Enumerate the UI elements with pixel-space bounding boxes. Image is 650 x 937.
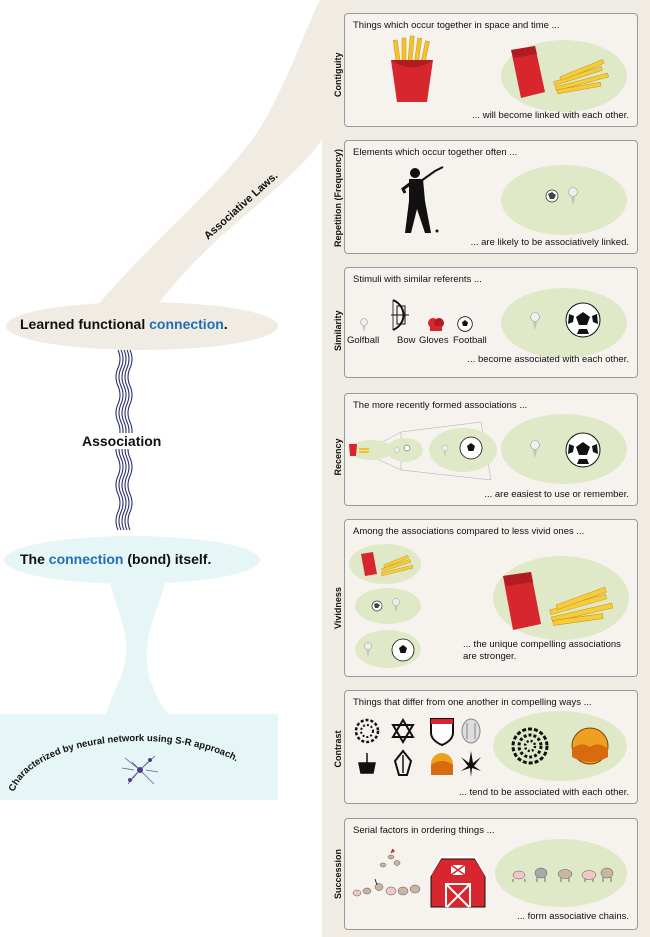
panel-label-contiguity: Contiguity: [333, 52, 343, 98]
panel-top-text: Among the associations compared to less …: [353, 526, 585, 537]
golfball-icon: [530, 312, 540, 329]
panel-label-similarity: Similarity: [333, 310, 343, 351]
bond-label: The connection (bond) itself.: [20, 551, 211, 567]
learned-connection-label: Learned functional connection.: [20, 316, 228, 332]
learned-prefix: Learned functional: [20, 316, 150, 332]
golfball-icon: [364, 642, 372, 656]
svg-text:Associative Laws.: Associative Laws.: [202, 170, 280, 242]
football-icon: [545, 189, 559, 203]
bond-suffix: (bond) itself.: [123, 551, 212, 567]
golfer-icon: [401, 166, 444, 233]
contrast-symbols: [354, 718, 481, 777]
football-icon: [371, 600, 383, 612]
oval: [501, 414, 627, 484]
panel-bottom-text: ... are easiest to use or remember.: [484, 489, 629, 500]
oval: [349, 544, 421, 584]
panel-bottom-text-line2: are stronger.: [463, 651, 517, 662]
item-label-gloves: Gloves: [419, 335, 449, 346]
neuron-icon: [121, 755, 159, 785]
panel-top-text: The more recently formed associations ..…: [353, 400, 528, 411]
bond-highlight: connection: [48, 551, 124, 567]
oval: [355, 588, 421, 624]
panel-bottom-text: ... form associative chains.: [517, 911, 629, 922]
contrast-pattern-icon: [511, 727, 549, 765]
panel-top-text: Things which occur together in space and…: [353, 20, 560, 31]
association-label: Association: [80, 433, 164, 449]
golfball-icon: [530, 440, 540, 457]
fries-icon: [511, 46, 609, 98]
panel-contiguity: Things which occur together in space and…: [344, 13, 638, 127]
panel-vividness: Among the associations compared to less …: [344, 519, 638, 677]
fries-icon: [503, 572, 614, 630]
panel-bottom-text: ... tend to be associated with each othe…: [458, 787, 629, 798]
sunset-icon: [571, 727, 609, 765]
panel-label-repetition: Repetition (Frequency): [333, 149, 343, 248]
barn-icon: [428, 856, 488, 908]
item-label-football: Football: [453, 335, 487, 346]
fries-icon: [391, 35, 433, 102]
panel-label-contrast: Contrast: [333, 730, 343, 768]
panel-bottom-text-line1: ... the unique compelling associations: [463, 639, 621, 650]
item-label-golfball: Golfball: [347, 335, 380, 346]
panel-bottom-text: ... will become linked with each other.: [472, 110, 629, 121]
football-icon: [457, 316, 473, 332]
gloves-icon: [428, 318, 444, 331]
golfball-icon: [360, 318, 368, 331]
panel-contrast: Things that differ from one another in c…: [344, 690, 638, 804]
panel-succession: Serial factors in ordering things ...: [344, 818, 638, 930]
panel-similarity: Stimuli with similar referents ... Golfb…: [344, 267, 638, 378]
animal-icon: [512, 867, 614, 882]
football-icon: [565, 302, 601, 338]
recency-perspective: [349, 421, 497, 481]
panel-bottom-text: ... become associated with each other.: [467, 354, 629, 365]
panel-top-text: Elements which occur together often ...: [353, 147, 518, 158]
panel-label-succession: Succession: [333, 848, 343, 899]
neural-network-label: Characterized by neural network using S-…: [7, 733, 240, 793]
football-icon: [565, 432, 601, 468]
panel-top-text: Stimuli with similar referents ...: [353, 274, 482, 285]
item-label-bow: Bow: [397, 335, 416, 346]
panel-top-text: Things that differ from one another in c…: [353, 697, 592, 708]
learned-highlight: connection: [149, 316, 224, 332]
animal-icon: [352, 848, 421, 897]
panel-label-recency: Recency: [333, 438, 343, 476]
oval: [501, 165, 627, 235]
panel-recency: The more recently formed associations ..…: [344, 393, 638, 506]
panel-top-text: Serial factors in ordering things ...: [353, 825, 495, 836]
learned-suffix: .: [223, 316, 228, 332]
bow-icon: [391, 299, 409, 331]
panel-bottom-text: ... are likely to be associatively linke…: [470, 237, 629, 248]
golfball-icon: [568, 187, 578, 204]
golfball-icon: [392, 598, 400, 612]
panel-repetition: Elements which occur together often ... …: [344, 140, 638, 254]
oval: [501, 288, 627, 358]
football-icon: [391, 638, 415, 662]
bond-prefix: The: [20, 551, 49, 567]
panel-label-vividness: Vividness: [333, 587, 343, 629]
fries-icon: [361, 552, 414, 577]
